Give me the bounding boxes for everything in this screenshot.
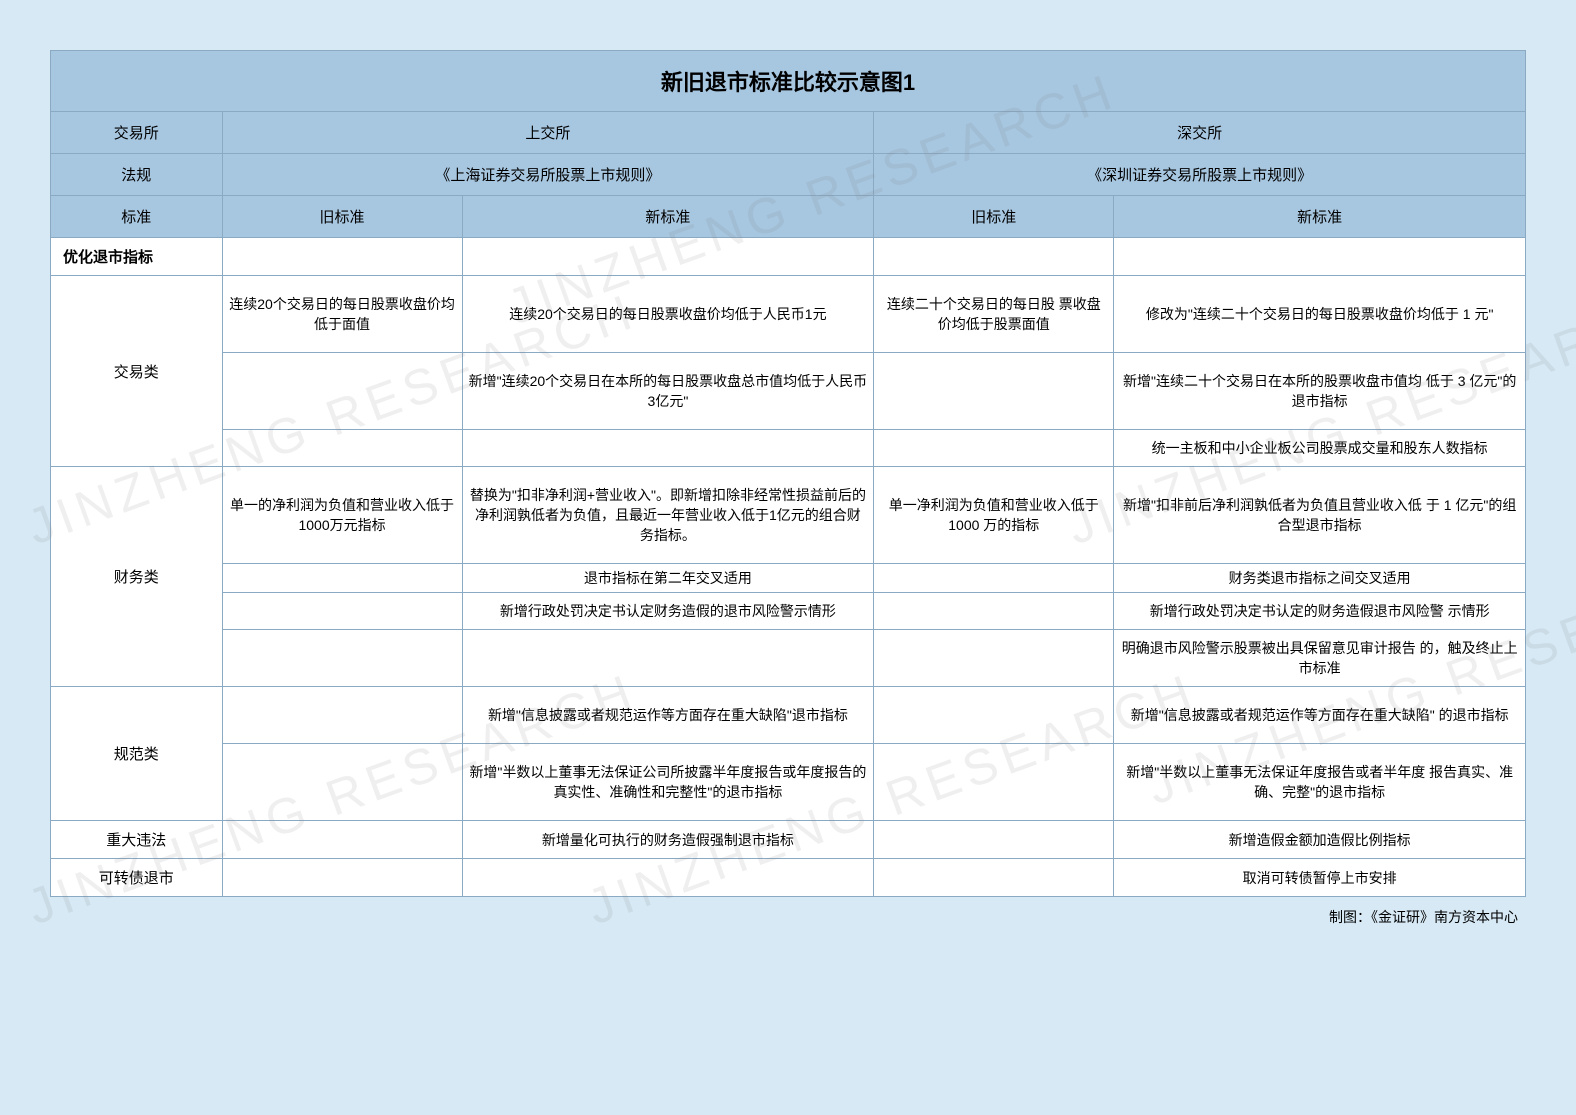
table-row: 财务类 单一的净利润为负值和营业收入低于1000万元指标 替换为"扣非净利润+营… (51, 467, 1526, 564)
cell (874, 687, 1114, 744)
cell (222, 564, 462, 593)
regulation-label: 法规 (51, 154, 223, 196)
cell (874, 430, 1114, 467)
table-row: 重大违法 新增量化可执行的财务造假强制退市指标 新增造假金额加造假比例指标 (51, 821, 1526, 859)
cell: 新增"扣非前后净利润孰低者为负值且营业收入低 于 1 亿元"的组合型退市指标 (1114, 467, 1526, 564)
cell: 连续20个交易日的每日股票收盘价均低于面值 (222, 276, 462, 353)
category-compliance: 规范类 (51, 687, 223, 821)
cell: 新增造假金额加造假比例指标 (1114, 821, 1526, 859)
table-row: 明确退市风险警示股票被出具保留意见审计报告 的，触及终止上市标准 (51, 630, 1526, 687)
table-row: 新增"连续20个交易日在本所的每日股票收盘总市值均低于人民币3亿元" 新增"连续… (51, 353, 1526, 430)
cell (874, 353, 1114, 430)
cell (222, 630, 462, 687)
sse-new-header: 新标准 (462, 196, 874, 238)
cell: 新增行政处罚决定书认定的财务造假退市风险警 示情形 (1114, 593, 1526, 630)
cell: 新增量化可执行的财务造假强制退市指标 (462, 821, 874, 859)
category-financial: 财务类 (51, 467, 223, 687)
category-major-violation: 重大违法 (51, 821, 223, 859)
cell (222, 593, 462, 630)
cell (874, 859, 1114, 897)
comparison-table: 新旧退市标准比较示意图1 交易所 上交所 深交所 法规 《上海证券交易所股票上市… (50, 50, 1526, 897)
sse-old-header: 旧标准 (222, 196, 462, 238)
exchange-row: 交易所 上交所 深交所 (51, 112, 1526, 154)
cell: 新增"连续二十个交易日在本所的股票收盘市值均 低于 3 亿元"的退市指标 (1114, 353, 1526, 430)
szse-reg: 《深圳证券交易所股票上市规则》 (874, 154, 1526, 196)
cell (874, 744, 1114, 821)
cell (222, 430, 462, 467)
cell: 新增"连续20个交易日在本所的每日股票收盘总市值均低于人民币3亿元" (462, 353, 874, 430)
table-row: 可转债退市 取消可转债暂停上市安排 (51, 859, 1526, 897)
cell (222, 744, 462, 821)
cell: 统一主板和中小企业板公司股票成交量和股东人数指标 (1114, 430, 1526, 467)
empty-cell (1114, 238, 1526, 276)
standard-label: 标准 (51, 196, 223, 238)
table-row: 规范类 新增"信息披露或者规范运作等方面存在重大缺陷"退市指标 新增"信息披露或… (51, 687, 1526, 744)
cell: 连续二十个交易日的每日股 票收盘价均低于股票面值 (874, 276, 1114, 353)
cell (874, 630, 1114, 687)
szse-header: 深交所 (874, 112, 1526, 154)
cell: 单一的净利润为负值和营业收入低于1000万元指标 (222, 467, 462, 564)
section-optimize-label: 优化退市指标 (51, 238, 223, 276)
cell (874, 593, 1114, 630)
cell (462, 430, 874, 467)
table-row: 退市指标在第二年交叉适用 财务类退市指标之间交叉适用 (51, 564, 1526, 593)
szse-old-header: 旧标准 (874, 196, 1114, 238)
empty-cell (462, 238, 874, 276)
cell: 取消可转债暂停上市安排 (1114, 859, 1526, 897)
cell: 退市指标在第二年交叉适用 (462, 564, 874, 593)
cell: 修改为"连续二十个交易日的每日股票收盘价均低于 1 元" (1114, 276, 1526, 353)
regulation-row: 法规 《上海证券交易所股票上市规则》 《深圳证券交易所股票上市规则》 (51, 154, 1526, 196)
cell: 替换为"扣非净利润+营业收入"。即新增扣除非经常性损益前后的净利润孰低者为负值，… (462, 467, 874, 564)
cell: 连续20个交易日的每日股票收盘价均低于人民币1元 (462, 276, 874, 353)
standard-row: 标准 旧标准 新标准 旧标准 新标准 (51, 196, 1526, 238)
cell (222, 821, 462, 859)
table-row: 统一主板和中小企业板公司股票成交量和股东人数指标 (51, 430, 1526, 467)
sse-header: 上交所 (222, 112, 874, 154)
table-row: 新增行政处罚决定书认定财务造假的退市风险警示情形 新增行政处罚决定书认定的财务造… (51, 593, 1526, 630)
cell: 新增行政处罚决定书认定财务造假的退市风险警示情形 (462, 593, 874, 630)
table-title: 新旧退市标准比较示意图1 (51, 51, 1526, 112)
cell (462, 630, 874, 687)
cell: 明确退市风险警示股票被出具保留意见审计报告 的，触及终止上市标准 (1114, 630, 1526, 687)
cell: 单一净利润为负值和营业收入低于 1000 万的指标 (874, 467, 1114, 564)
sse-reg: 《上海证券交易所股票上市规则》 (222, 154, 874, 196)
cell (874, 821, 1114, 859)
cell: 新增"半数以上董事无法保证年度报告或者半年度 报告真实、准确、完整"的退市指标 (1114, 744, 1526, 821)
cell (222, 859, 462, 897)
empty-cell (874, 238, 1114, 276)
table-container: JINZHENG RESEARCH JINZHENG RESEARCH JINZ… (50, 50, 1526, 927)
cell (874, 564, 1114, 593)
category-trading: 交易类 (51, 276, 223, 467)
empty-cell (222, 238, 462, 276)
cell: 新增"半数以上董事无法保证公司所披露半年度报告或年度报告的真实性、准确性和完整性… (462, 744, 874, 821)
section-optimize-row: 优化退市指标 (51, 238, 1526, 276)
category-convertible-bond: 可转债退市 (51, 859, 223, 897)
table-row: 新增"半数以上董事无法保证公司所披露半年度报告或年度报告的真实性、准确性和完整性… (51, 744, 1526, 821)
cell (462, 859, 874, 897)
cell: 财务类退市指标之间交叉适用 (1114, 564, 1526, 593)
cell (222, 687, 462, 744)
cell (222, 353, 462, 430)
table-row: 交易类 连续20个交易日的每日股票收盘价均低于面值 连续20个交易日的每日股票收… (51, 276, 1526, 353)
cell: 新增"信息披露或者规范运作等方面存在重大缺陷" 的退市指标 (1114, 687, 1526, 744)
credit-line: 制图：《金证研》南方资本中心 (50, 907, 1526, 927)
title-row: 新旧退市标准比较示意图1 (51, 51, 1526, 112)
cell: 新增"信息披露或者规范运作等方面存在重大缺陷"退市指标 (462, 687, 874, 744)
exchange-label: 交易所 (51, 112, 223, 154)
szse-new-header: 新标准 (1114, 196, 1526, 238)
